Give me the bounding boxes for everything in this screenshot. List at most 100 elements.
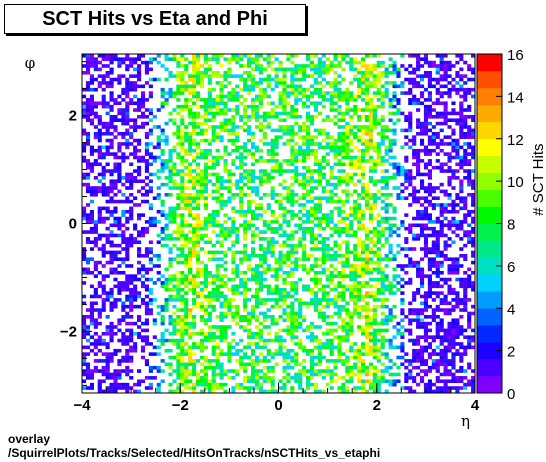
heatmap-cell — [368, 348, 374, 353]
heatmap-cell — [341, 209, 346, 214]
heatmap-cell — [309, 176, 315, 180]
heatmap-cell — [286, 365, 291, 370]
heatmap-cell — [247, 125, 252, 129]
heatmap-cell — [82, 345, 87, 350]
heatmap-cell — [247, 254, 252, 258]
heatmap-cell — [270, 298, 275, 302]
heatmap-cell — [121, 315, 126, 319]
heatmap-cell — [195, 267, 201, 272]
heatmap-cell — [262, 87, 267, 92]
heatmap-cell — [317, 206, 322, 211]
heatmap-cell — [227, 199, 232, 204]
heatmap-cell — [408, 331, 413, 336]
heatmap-cell — [243, 223, 248, 228]
heatmap-cell — [203, 115, 208, 119]
heatmap-cell — [215, 355, 220, 360]
heatmap-cell — [148, 91, 153, 95]
heatmap-cell — [254, 108, 260, 112]
heatmap-cell — [258, 386, 263, 390]
heatmap-cell — [227, 176, 232, 180]
heatmap-cell — [376, 179, 381, 184]
heatmap-cell — [274, 274, 279, 278]
heatmap-cell — [219, 348, 224, 353]
heatmap-cell — [211, 209, 216, 214]
heatmap-cell — [243, 104, 248, 109]
heatmap-cell — [188, 260, 193, 265]
heatmap-cell — [408, 145, 413, 150]
heatmap-cell — [160, 230, 165, 234]
heatmap-cell — [380, 169, 385, 173]
heatmap-cell — [392, 142, 397, 146]
heatmap-cell — [254, 159, 260, 163]
heatmap-cell — [243, 287, 248, 292]
heatmap-cell — [207, 91, 212, 95]
heatmap-cell — [109, 172, 114, 177]
heatmap-cell — [357, 294, 362, 299]
heatmap-cell — [439, 213, 444, 217]
heatmap-cell — [117, 270, 122, 275]
heatmap-cell — [431, 64, 436, 68]
heatmap-cell — [306, 118, 311, 122]
heatmap-cell — [306, 145, 311, 150]
heatmap-cell — [408, 230, 413, 234]
heatmap-cell — [121, 270, 126, 275]
heatmap-cell — [439, 359, 444, 363]
heatmap-cell — [180, 379, 185, 384]
heatmap-cell — [341, 389, 346, 394]
heatmap-cell — [345, 308, 350, 312]
heatmap-cell — [274, 57, 279, 61]
heatmap-cell — [203, 270, 208, 275]
heatmap-cell — [361, 138, 366, 143]
heatmap-cell — [364, 87, 370, 92]
heatmap-cell — [227, 186, 232, 190]
heatmap-cell — [101, 155, 106, 160]
heatmap-cell — [82, 115, 87, 119]
heatmap-cell — [156, 145, 161, 150]
heatmap-cell — [199, 172, 205, 177]
heatmap-cell — [188, 254, 193, 258]
heatmap-cell — [404, 226, 409, 231]
heatmap-cell — [176, 277, 181, 282]
heatmap-cell — [278, 101, 283, 106]
heatmap-cell — [313, 104, 318, 109]
heatmap-cell — [282, 382, 287, 387]
heatmap-cell — [372, 250, 377, 255]
heatmap-cell — [423, 243, 429, 248]
heatmap-cell — [353, 267, 358, 272]
heatmap-cell — [317, 352, 322, 356]
heatmap-cell — [337, 176, 342, 180]
heatmap-cell — [427, 152, 432, 156]
heatmap-cell — [364, 203, 370, 207]
heatmap-cell — [368, 382, 374, 387]
heatmap-cell — [380, 321, 385, 326]
heatmap-cell — [290, 311, 295, 316]
heatmap-cell — [180, 169, 185, 173]
heatmap-cell — [416, 338, 421, 343]
heatmap-cell — [388, 247, 393, 251]
heatmap-cell — [254, 84, 260, 89]
heatmap-cell — [113, 216, 118, 221]
heatmap-cell — [309, 301, 315, 306]
heatmap-cell — [129, 74, 134, 78]
heatmap-cell — [376, 298, 381, 302]
heatmap-cell — [353, 155, 358, 160]
heatmap-cell — [266, 298, 271, 302]
heatmap-cell — [329, 172, 334, 177]
heatmap-cell — [380, 176, 385, 180]
heatmap-cell — [239, 362, 244, 367]
heatmap-cell — [380, 101, 385, 106]
heatmap-cell — [408, 54, 413, 58]
heatmap-cell — [364, 199, 370, 204]
heatmap-cell — [361, 182, 366, 187]
heatmap-cell — [144, 254, 150, 258]
heatmap-cell — [361, 267, 366, 272]
heatmap-cell — [345, 254, 350, 258]
heatmap-cell — [133, 60, 138, 65]
heatmap-cell — [345, 325, 350, 329]
heatmap-cell — [121, 260, 126, 265]
heatmap-cell — [164, 91, 169, 95]
heatmap-cell — [302, 192, 307, 197]
heatmap-cell — [97, 155, 102, 160]
heatmap-cell — [144, 270, 150, 275]
heatmap-cell — [349, 108, 354, 112]
